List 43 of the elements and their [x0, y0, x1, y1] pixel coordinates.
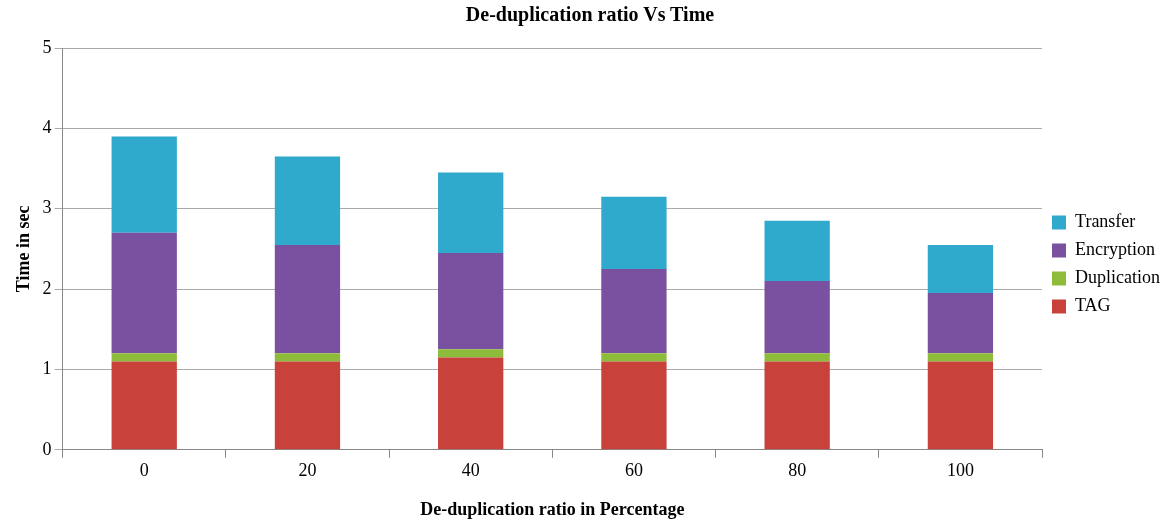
- bar: [601, 196, 667, 269]
- y-axis-title: Time in sec: [13, 205, 34, 293]
- y-tick-label: 4: [42, 117, 52, 138]
- bar: [764, 281, 830, 354]
- bar: [927, 361, 994, 450]
- y-tick-label: 2: [42, 277, 52, 298]
- bar: [274, 156, 341, 245]
- bar: [927, 244, 994, 294]
- bar: [927, 353, 994, 362]
- x-tick-label: 0: [139, 460, 149, 481]
- bar: [601, 268, 667, 354]
- bar: [764, 220, 830, 282]
- bar: [111, 353, 177, 362]
- bar: [601, 353, 667, 362]
- bar: [111, 232, 177, 354]
- bar: [274, 353, 341, 362]
- bar: [601, 361, 667, 450]
- legend-label: Transfer: [1075, 211, 1136, 232]
- y-tick-label: 1: [42, 358, 52, 379]
- y-tick-label: 5: [42, 36, 52, 57]
- bar: [111, 361, 177, 450]
- bar: [927, 293, 994, 354]
- bar: [764, 353, 830, 362]
- bar: [438, 357, 504, 450]
- bar: [274, 244, 341, 354]
- x-tick-label: 80: [788, 460, 807, 481]
- x-tick-label: 20: [298, 460, 317, 481]
- bar: [438, 172, 504, 253]
- x-axis-title: De-duplication ratio in Percentage: [420, 498, 685, 519]
- legend-label: TAG: [1075, 295, 1111, 316]
- chart-title: De-duplication ratio Vs Time: [465, 3, 715, 27]
- y-tick-label: 0: [42, 438, 52, 459]
- x-tick-label: 40: [461, 460, 480, 481]
- legend-label: Duplication: [1075, 267, 1160, 288]
- y-tick-label: 3: [42, 197, 52, 218]
- x-tick-label: 100: [946, 460, 974, 481]
- bar: [764, 361, 830, 450]
- bar: [274, 361, 341, 450]
- bar: [438, 252, 504, 350]
- bar: [438, 349, 504, 358]
- x-tick-label: 60: [624, 460, 643, 481]
- bar: [111, 136, 177, 233]
- legend-label: Encryption: [1075, 239, 1155, 260]
